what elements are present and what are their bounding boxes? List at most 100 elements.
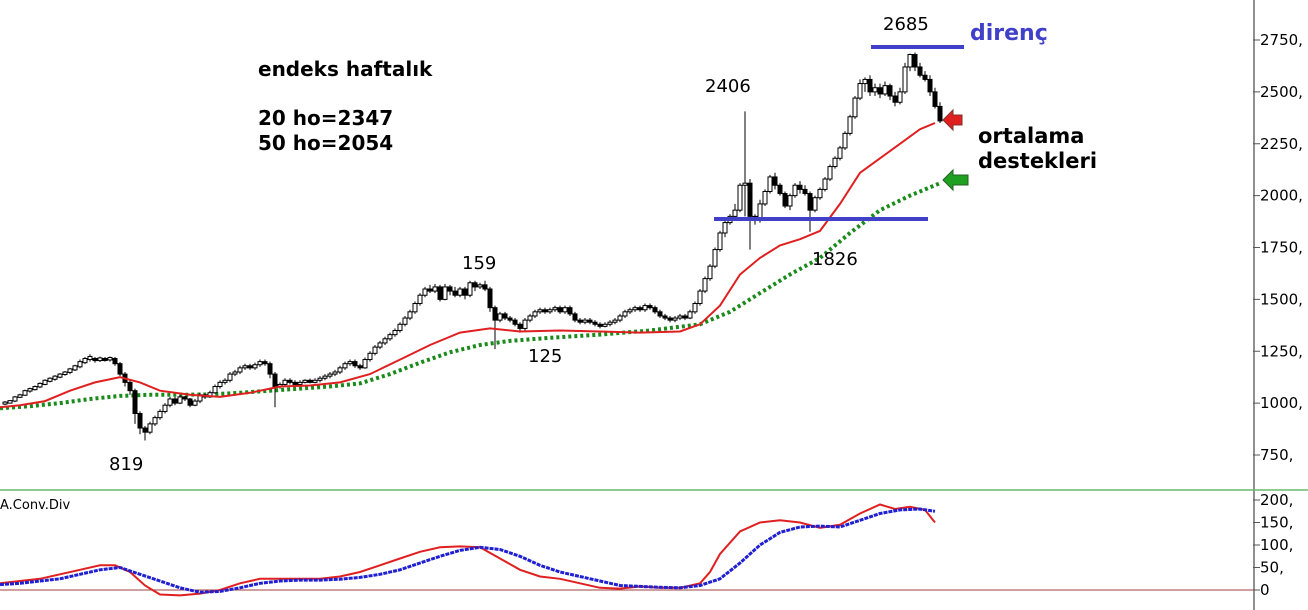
candle [27, 387, 33, 393]
candle [127, 380, 133, 395]
candle [697, 289, 703, 306]
candle [657, 309, 663, 319]
candle [817, 187, 823, 200]
candle [7, 400, 13, 404]
candle [552, 305, 558, 312]
candle [602, 322, 608, 328]
candle [827, 164, 833, 182]
candle [322, 374, 328, 381]
annotation-50ho: 50 ho=2054 [258, 131, 393, 155]
main-panel [0, 52, 943, 441]
candle [537, 307, 543, 314]
candle [377, 340, 383, 350]
candles-layer [2, 52, 943, 441]
candle [342, 361, 348, 370]
candle [252, 362, 258, 370]
candle [607, 320, 613, 327]
candle [142, 425, 148, 441]
candle [542, 307, 548, 314]
candle [12, 395, 18, 403]
candle [177, 394, 183, 405]
candle [617, 313, 623, 323]
candle [687, 309, 693, 320]
candle [232, 369, 238, 377]
candle [417, 293, 423, 306]
y-tick-label: 1250, [1260, 342, 1303, 360]
candle [217, 380, 223, 389]
candle [587, 318, 593, 325]
candle [57, 373, 63, 379]
candle [112, 357, 118, 366]
candle [737, 183, 743, 213]
candle [872, 83, 878, 97]
candle [622, 309, 628, 319]
candle [667, 315, 673, 323]
candle [852, 96, 858, 119]
macd-tick-label: 150, [1260, 514, 1293, 532]
y-tick-label: 2000, [1260, 187, 1303, 205]
candle [652, 305, 658, 314]
label-819: 819 [109, 454, 143, 475]
macd-label: A.Conv.Div [0, 498, 71, 513]
candle [237, 365, 243, 375]
candle [87, 354, 93, 362]
candle [482, 280, 488, 292]
candle [272, 372, 278, 408]
candle [42, 379, 48, 386]
candle [832, 156, 838, 169]
candle [787, 193, 793, 211]
label-2406: 2406 [705, 76, 751, 97]
label-1826: 1826 [812, 249, 858, 270]
candle [677, 313, 683, 321]
candle [427, 284, 433, 294]
candle [777, 183, 783, 196]
candle [812, 195, 818, 213]
candle [917, 62, 923, 78]
candle [372, 345, 378, 356]
candle [392, 328, 398, 337]
candle [907, 53, 913, 72]
candle [682, 313, 688, 321]
candle [307, 378, 313, 384]
candle [267, 361, 273, 379]
candle [262, 359, 268, 366]
candle [32, 385, 38, 391]
candle [332, 369, 338, 377]
label-125: 125 [528, 346, 562, 367]
macd-tick-label: 0 [1260, 581, 1270, 599]
candle [932, 87, 938, 109]
candle [512, 318, 518, 327]
y-tick-label: 2250, [1260, 135, 1303, 153]
candle [302, 379, 308, 384]
y-tick-label: 2750, [1260, 31, 1303, 49]
candle [472, 280, 478, 292]
candle [137, 411, 143, 435]
macd-tick-label: 200, [1260, 491, 1293, 509]
candle [857, 79, 863, 101]
candle [172, 396, 178, 406]
candle [107, 356, 113, 362]
candle [882, 81, 888, 97]
candle [547, 307, 553, 314]
candle [802, 185, 808, 196]
candle [567, 305, 573, 316]
candle [337, 365, 343, 375]
candle [222, 378, 228, 385]
candle [792, 183, 798, 198]
candle [592, 320, 598, 327]
candle [407, 309, 413, 321]
label-2685: 2685 [883, 14, 929, 35]
candle [357, 363, 363, 370]
annotation-20ho: 20 ho=2347 [258, 106, 393, 130]
candle [192, 398, 198, 407]
red-arrow-icon [942, 108, 963, 132]
candle [102, 357, 108, 362]
y-tick-label: 1500, [1260, 290, 1303, 308]
y-tick-label: 750, [1260, 446, 1293, 464]
candle [182, 395, 188, 402]
candle [132, 388, 138, 424]
candle [47, 377, 53, 383]
candle [2, 401, 8, 406]
candle [157, 409, 163, 420]
candle [412, 301, 418, 314]
